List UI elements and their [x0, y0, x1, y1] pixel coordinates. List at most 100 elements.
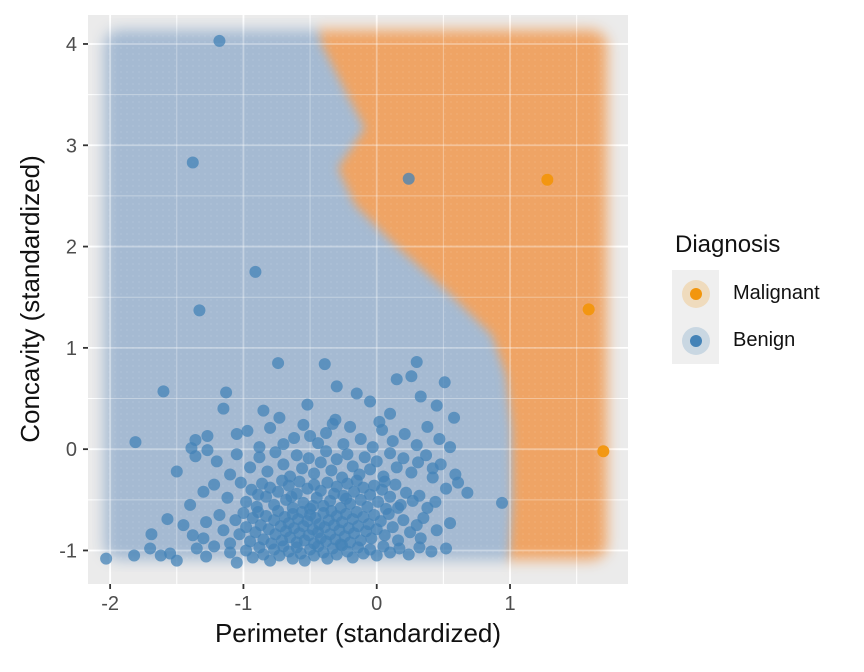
data-point	[189, 450, 202, 463]
legend-key-dot	[689, 334, 702, 347]
data-point	[438, 376, 451, 389]
data-point	[364, 395, 377, 408]
data-point	[200, 516, 213, 529]
data-point	[128, 549, 141, 562]
data-point	[400, 486, 413, 499]
data-point	[298, 554, 311, 567]
data-point	[230, 448, 243, 461]
data-point	[224, 468, 237, 481]
data-point	[384, 447, 397, 460]
data-point	[197, 485, 210, 498]
data-point	[170, 554, 183, 567]
data-point	[496, 496, 509, 509]
legend-key	[672, 270, 719, 317]
data-point	[302, 452, 315, 465]
data-point	[170, 465, 183, 478]
legend-key-dot	[689, 287, 702, 300]
data-point	[252, 488, 265, 501]
data-point	[330, 380, 343, 393]
data-point	[184, 498, 197, 511]
data-point	[440, 482, 453, 495]
data-point	[272, 357, 285, 370]
data-point	[288, 432, 301, 445]
data-point	[413, 489, 426, 502]
decision-regions	[92, 15, 628, 584]
data-point	[386, 521, 399, 534]
data-point	[373, 415, 386, 428]
data-point	[308, 467, 321, 480]
data-point	[200, 550, 213, 563]
data-point	[314, 484, 327, 497]
data-point	[390, 461, 403, 474]
data-point	[208, 478, 221, 491]
data-point	[224, 537, 237, 550]
data-point	[340, 492, 353, 505]
axis-ticks	[83, 43, 511, 589]
data-point	[296, 462, 309, 475]
legend-key	[672, 317, 719, 364]
data-point	[330, 548, 343, 561]
data-point	[382, 508, 395, 521]
data-point	[290, 449, 303, 462]
data-point	[412, 456, 425, 469]
x-tick-label: 1	[504, 593, 515, 615]
data-point	[230, 556, 243, 569]
data-point	[402, 172, 415, 185]
data-point	[433, 433, 446, 446]
data-point	[410, 439, 423, 452]
data-point	[390, 373, 403, 386]
data-point	[229, 514, 242, 527]
tick-labels: -2 -1 0 1 -1 0 1 2 3 4	[59, 34, 515, 615]
data-point	[397, 452, 410, 465]
data-point	[397, 514, 410, 527]
data-point	[297, 418, 310, 431]
data-point	[308, 549, 321, 562]
y-tick-label: -1	[59, 540, 77, 562]
legend-label: Malignant	[733, 282, 820, 304]
data-point	[384, 546, 397, 559]
data-point	[154, 549, 167, 562]
data-point	[365, 532, 378, 545]
data-point	[344, 420, 357, 433]
data-point	[253, 451, 266, 464]
panel-area	[88, 15, 628, 584]
y-tick-label: 2	[66, 237, 77, 259]
data-point	[374, 515, 387, 528]
data-point	[597, 445, 610, 458]
x-tick-label: 0	[371, 593, 382, 615]
data-point	[282, 479, 295, 492]
data-point	[273, 411, 286, 424]
data-point	[240, 495, 253, 508]
data-point	[273, 549, 286, 562]
x-tick-label: -1	[235, 593, 253, 615]
data-point	[384, 407, 397, 420]
data-point	[461, 486, 474, 499]
data-point	[157, 385, 170, 398]
data-point	[161, 513, 174, 526]
data-point	[330, 453, 343, 466]
data-point	[414, 532, 427, 545]
y-tick-label: 4	[66, 34, 77, 56]
data-point	[213, 509, 226, 522]
data-point	[350, 387, 363, 400]
data-point	[277, 438, 290, 451]
data-point	[193, 304, 206, 317]
data-point	[320, 426, 333, 439]
data-point	[314, 456, 327, 469]
data-point	[402, 548, 415, 561]
data-point	[246, 551, 259, 564]
series-benign	[100, 34, 509, 569]
data-point	[361, 500, 374, 513]
data-point	[364, 488, 377, 501]
data-point	[186, 156, 199, 169]
data-point	[217, 402, 230, 415]
data-point	[341, 477, 354, 490]
data-point	[582, 303, 595, 316]
data-point	[346, 460, 359, 473]
x-axis-title: Perimeter (standardized)	[214, 618, 502, 648]
y-tick-label: 1	[66, 338, 77, 360]
data-point	[237, 506, 250, 519]
data-point	[372, 495, 385, 508]
data-point	[320, 445, 333, 458]
